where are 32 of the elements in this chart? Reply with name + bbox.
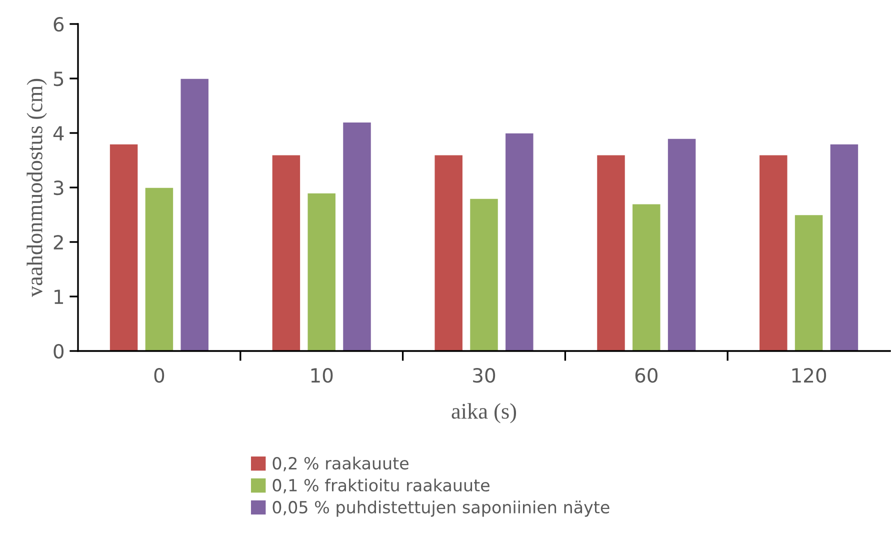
bar [667, 138, 697, 351]
bar [829, 143, 859, 351]
x-tick-label: 30 [473, 368, 496, 383]
bar [342, 122, 372, 351]
legend-label: 0,05 % puhdistettujen saponiinien näyte [272, 500, 610, 517]
x-tick-label: 120 [792, 368, 826, 383]
bar [794, 214, 824, 351]
bar [504, 132, 534, 351]
bar [596, 154, 626, 351]
legend-label: 0,1 % fraktioitu raakauute [272, 478, 490, 494]
x-axis-title: aika (s) [452, 403, 516, 424]
y-tick-label: 3 [54, 180, 64, 196]
bar [758, 154, 788, 351]
y-tick-label: 2 [54, 234, 63, 250]
bar [271, 154, 301, 351]
x-tick-label: 60 [635, 368, 658, 383]
bar [306, 192, 336, 351]
y-tick-label: 4 [53, 126, 64, 140]
bar [109, 143, 139, 351]
bar [632, 203, 662, 351]
bar [434, 154, 464, 351]
x-tick-label: 10 [311, 368, 333, 383]
bar [469, 198, 499, 351]
bar [144, 187, 174, 351]
bar [180, 78, 210, 351]
x-tick-label: 0 [154, 368, 164, 383]
legend-label: 0,2 % raakauute [272, 456, 408, 472]
y-axis-title: vaahdonmuodostus (cm) [26, 78, 47, 298]
y-tick-label: 6 [54, 16, 64, 32]
y-tick-label: 0 [54, 344, 64, 359]
y-tick-label: 1 [54, 290, 64, 304]
y-tick-label: 5 [54, 72, 64, 86]
